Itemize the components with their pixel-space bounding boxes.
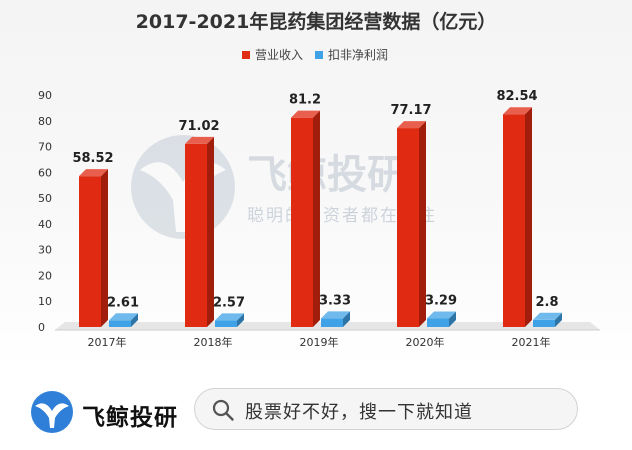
bar-top-net-profit bbox=[321, 311, 350, 319]
bar-revenue bbox=[291, 117, 313, 327]
bar-net-profit bbox=[321, 318, 343, 327]
x-tick-label: 2020年 bbox=[406, 335, 445, 349]
bar-top-net-profit bbox=[427, 311, 456, 319]
y-tick-label: 0 bbox=[38, 321, 45, 334]
data-label-net-profit: 3.29 bbox=[425, 294, 457, 309]
x-tick-label: 2021年 bbox=[512, 335, 551, 349]
chart-title: 2017-2021年昆药集团经营数据（亿元） bbox=[136, 10, 497, 33]
y-tick-label: 30 bbox=[38, 244, 52, 257]
data-label-net-profit: 2.61 bbox=[107, 295, 139, 310]
bar-top-revenue bbox=[185, 136, 214, 144]
bar-side-revenue bbox=[101, 169, 108, 327]
x-tick-label: 2018年 bbox=[194, 335, 233, 349]
search-box[interactable]: 股票好不好，搜一下就知道 bbox=[194, 388, 578, 430]
y-tick-label: 40 bbox=[38, 218, 52, 231]
y-tick-label: 80 bbox=[38, 115, 52, 128]
x-axis: 2017年 2018年 2019年 2020年 2021年 bbox=[88, 335, 551, 349]
y-tick-label: 60 bbox=[38, 166, 52, 179]
bar-net-profit bbox=[427, 318, 449, 327]
bar-top-revenue bbox=[291, 110, 320, 118]
bar-revenue bbox=[503, 114, 525, 327]
data-label-net-profit: 2.8 bbox=[535, 295, 558, 310]
bar-net-profit bbox=[533, 319, 555, 327]
data-label-revenue: 58.52 bbox=[72, 151, 113, 166]
watermark-whale-icon bbox=[131, 135, 235, 239]
bar-net-profit bbox=[215, 320, 237, 327]
bars bbox=[79, 107, 562, 327]
data-label-revenue: 71.02 bbox=[178, 119, 219, 134]
bar-side-revenue bbox=[207, 136, 214, 327]
search-placeholder: 股票好不好，搜一下就知道 bbox=[245, 402, 473, 423]
bar-net-profit bbox=[109, 320, 131, 327]
data-label-revenue: 77.17 bbox=[390, 103, 431, 118]
bar-side-net-profit bbox=[555, 312, 562, 327]
x-tick-label: 2017年 bbox=[88, 335, 127, 349]
bar-side-net-profit bbox=[131, 313, 138, 327]
bar-top-revenue bbox=[503, 107, 532, 115]
data-labels: 58.52 2.61 71.02 2.57 81.2 3.33 77.17 3.29 82.54… bbox=[72, 89, 558, 310]
footer-bar: 飞鲸投研 股票好不好，搜一下就知道 bbox=[0, 372, 632, 450]
data-label-net-profit: 2.57 bbox=[213, 295, 245, 310]
legend-swatch-net-profit bbox=[315, 51, 323, 59]
bar-chart: 飞鲸投研 聪明的投资者都在关注 2017-2021年昆药集团经营数据（亿元） 营… bbox=[38, 10, 600, 349]
y-tick-label: 20 bbox=[38, 269, 52, 282]
bar-side-net-profit bbox=[237, 313, 244, 327]
bar-revenue bbox=[79, 176, 101, 327]
legend-label-net-profit: 扣非净利润 bbox=[328, 48, 388, 62]
bar-side-net-profit bbox=[343, 311, 350, 327]
bar-side-revenue bbox=[525, 107, 532, 327]
bar-side-revenue bbox=[419, 121, 426, 327]
x-tick-label: 2019年 bbox=[300, 335, 339, 349]
watermark: 飞鲸投研 聪明的投资者都在关注 bbox=[131, 135, 435, 239]
bar-side-revenue bbox=[313, 110, 320, 327]
bar-revenue bbox=[397, 128, 419, 327]
legend: 营业收入 扣非净利润 bbox=[242, 48, 388, 62]
y-tick-label: 10 bbox=[38, 295, 52, 308]
brand-name: 飞鲸投研 bbox=[82, 405, 178, 431]
bar-top-revenue bbox=[397, 121, 426, 129]
chart-area: 飞鲸投研 聪明的投资者都在关注 2017-2021年昆药集团经营数据（亿元） 营… bbox=[0, 0, 632, 372]
bar-top-net-profit bbox=[215, 313, 244, 321]
y-tick-label: 50 bbox=[38, 192, 52, 205]
y-tick-label: 90 bbox=[38, 89, 52, 102]
bar-top-net-profit bbox=[533, 312, 562, 320]
legend-label-revenue: 营业收入 bbox=[255, 48, 303, 62]
magnifier-icon bbox=[212, 399, 234, 421]
watermark-title: 飞鲸投研 bbox=[247, 152, 407, 198]
bar-top-revenue bbox=[79, 169, 108, 177]
y-axis: 0 10 20 30 40 50 60 70 80 90 bbox=[38, 89, 52, 334]
data-label-net-profit: 3.33 bbox=[319, 293, 351, 308]
data-label-revenue: 82.54 bbox=[496, 89, 537, 104]
bar-top-net-profit bbox=[109, 313, 138, 321]
bar-side-net-profit bbox=[449, 311, 456, 327]
whale-tail-icon bbox=[31, 391, 73, 433]
bar-revenue bbox=[185, 143, 207, 327]
data-label-revenue: 81.2 bbox=[289, 93, 321, 108]
legend-swatch-revenue bbox=[242, 51, 250, 59]
y-tick-label: 70 bbox=[38, 141, 52, 154]
